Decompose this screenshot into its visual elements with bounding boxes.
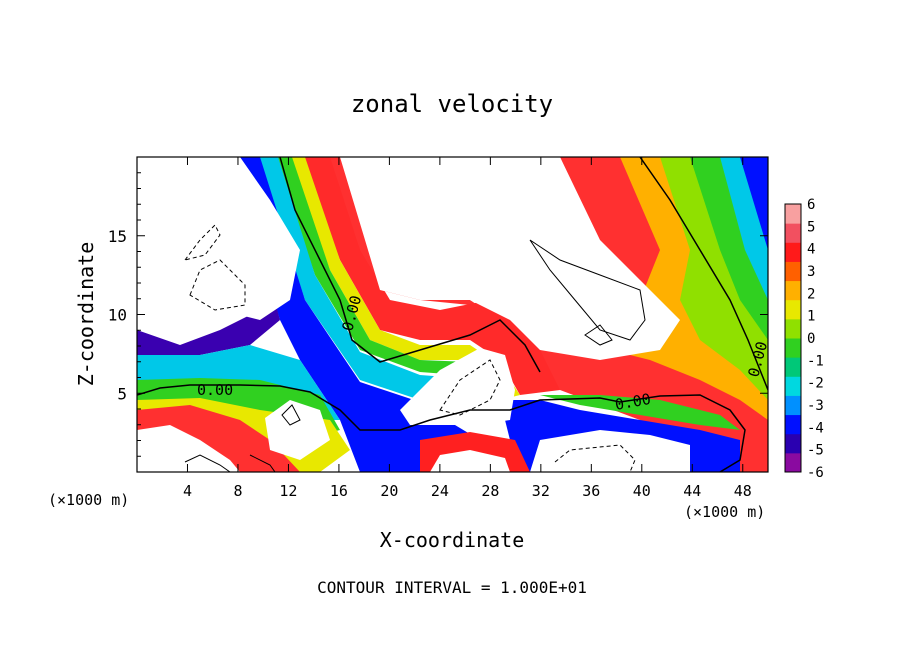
contour-label: 0.00 — [197, 381, 233, 399]
y-axis-label: Z-coordinate — [74, 242, 98, 387]
x-unit-right: (×1000 m) — [684, 503, 765, 521]
zero-contour-left — [137, 384, 746, 472]
colorbar-swatch — [785, 376, 801, 396]
blue-band-right — [740, 157, 768, 250]
x-unit-left: (×1000 m) — [48, 491, 129, 509]
colorbar-swatch — [785, 395, 801, 416]
colorbar-swatch — [785, 223, 801, 243]
colorbar-swatch — [785, 204, 801, 224]
x-tick-label: 8 — [233, 482, 242, 500]
colorbar-tick-label: 3 — [807, 264, 815, 280]
dashed-contour-upper-left — [183, 224, 246, 311]
x-tick-label: 12 — [279, 482, 297, 500]
x-tick-label: 36 — [582, 482, 600, 500]
zero-contour-center — [279, 157, 541, 373]
colorbar-tick-label: 0 — [807, 331, 815, 347]
colorbar-swatch — [785, 242, 801, 262]
y-tick-label: 5 — [117, 384, 127, 403]
colorbar-swatch — [785, 261, 801, 282]
colorbar-tick-label: -3 — [807, 398, 824, 414]
contour-lines — [137, 157, 768, 472]
y-tick-label: 15 — [108, 227, 127, 246]
white-region-lower-left — [137, 425, 240, 472]
colorbar-tick-label: 6 — [807, 197, 815, 213]
colorbar-tick-label: 5 — [807, 219, 815, 235]
red-band-center — [300, 157, 560, 395]
x-tick-label: 16 — [330, 482, 348, 500]
contour-label-group: 0.00 0.00 0.00 0.00 — [197, 293, 771, 414]
colorbar-tick-label: -6 — [807, 465, 824, 481]
contour-label: 0.00 — [744, 339, 771, 379]
colorbar-tick-label: -5 — [807, 443, 824, 459]
x-tick-label: 44 — [683, 482, 701, 500]
colorbar-swatch — [785, 357, 801, 377]
white-region-central-upper — [340, 157, 680, 360]
colorbar: 6 5 4 3 2 1 0 -1 -2 -3 -4 -5 -6 — [784, 197, 824, 481]
colorbar-swatch — [785, 414, 801, 435]
colorbar-tick-label: -4 — [807, 420, 824, 436]
x-tick-label: 28 — [481, 482, 499, 500]
colorbar-tick-label: 1 — [807, 309, 815, 325]
plot-area: 0.00 0.00 0.00 0.00 — [137, 157, 771, 472]
contour-interval-note: CONTOUR INTERVAL = 1.000E+01 — [317, 578, 587, 597]
colorbar-swatch — [785, 433, 801, 454]
colorbar-swatch — [785, 338, 801, 358]
solid-contour-lower-left — [184, 454, 276, 472]
white-region-central-lower — [400, 348, 515, 425]
white-region-upper-left — [137, 157, 300, 320]
colorbar-swatch — [785, 299, 801, 320]
x-tick-label: 48 — [734, 482, 752, 500]
x-axis: 4 8 12 16 20 24 28 32 36 40 44 48 — [183, 157, 752, 500]
solid-contour-upper-right — [529, 239, 646, 346]
x-tick-label: 20 — [380, 482, 398, 500]
colorbar-tick-label: 4 — [807, 242, 815, 258]
zero-contour-right — [639, 157, 768, 391]
colorbar-tick-label: -2 — [807, 376, 824, 392]
colorbar-swatch — [785, 280, 801, 301]
white-region-bubble-left — [265, 400, 330, 460]
colorbar-tick-label: 2 — [807, 286, 815, 302]
x-tick-label: 24 — [431, 482, 449, 500]
red-band-right — [300, 157, 768, 472]
colorbar-tick-label: -1 — [807, 353, 824, 369]
colorbar-swatch — [785, 318, 801, 339]
x-tick-label: 4 — [183, 482, 192, 500]
white-regions — [137, 157, 690, 472]
contour-label: 0.00 — [614, 390, 653, 414]
chart-title: zonal velocity — [351, 90, 553, 118]
dashed-contour-center — [439, 359, 501, 416]
x-tick-label: 32 — [532, 482, 550, 500]
colorbar-frame — [784, 203, 802, 473]
y-axis: 5 10 15 — [108, 172, 768, 457]
y-tick-label: 10 — [108, 306, 127, 325]
white-region-lower-right — [530, 430, 690, 472]
green-band-lower-right — [540, 395, 740, 430]
x-axis-label: X-coordinate — [380, 528, 525, 552]
colorbar-swatch — [785, 452, 801, 473]
solid-contour-bubble-left — [281, 404, 301, 426]
x-tick-label: 40 — [633, 482, 651, 500]
